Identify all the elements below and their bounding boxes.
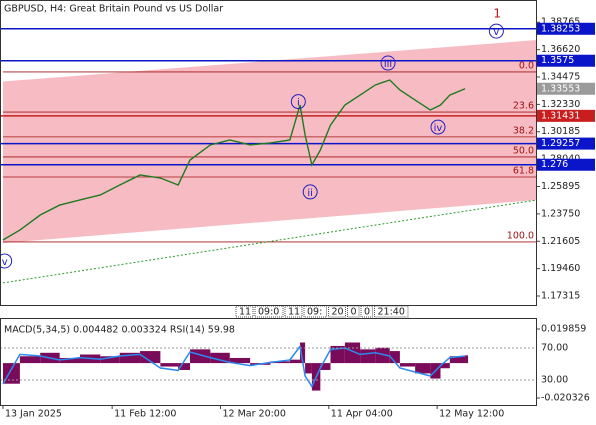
- macd-bar: [19, 356, 41, 364]
- y-tick-label: 1.21605: [541, 236, 580, 247]
- macd-bar: [100, 356, 120, 364]
- panel-title: MACD(5,34,5) 0.004482 0.003324 RSI(14) 5…: [4, 325, 235, 336]
- fib-label: 61.8: [513, 166, 534, 177]
- wave-circle: [0, 253, 13, 269]
- wave-circle: [380, 55, 396, 71]
- macd-bar: [389, 351, 400, 364]
- y-tick-label: 0.019859: [541, 323, 586, 334]
- y-tick-label: 1.25895: [541, 181, 580, 192]
- macd-bar: [59, 357, 80, 364]
- wave-label: ii: [307, 188, 313, 199]
- plot-frame: [0, 0, 537, 306]
- chart-title: GBPUSD, H4: Great Britain Pound vs US Do…: [4, 4, 223, 15]
- x-tick-label: 11 Apr 04:00: [331, 409, 393, 420]
- macd-bar: [300, 342, 306, 364]
- level-box-label: 1.38253: [541, 23, 580, 34]
- wave-circle: [430, 119, 446, 135]
- macd-bar: [449, 356, 466, 364]
- time-tag-label: 0: [364, 307, 370, 318]
- y2-tick-label: 30.00: [541, 375, 568, 386]
- macd-bar: [289, 359, 301, 364]
- y-tick-label: 1.38765: [541, 17, 580, 28]
- time-tag-label: 09:: [307, 307, 322, 318]
- macd-bar: [2, 363, 20, 384]
- rsi-line: [2, 344, 466, 388]
- fib-label: 38.2: [513, 125, 534, 136]
- price-box: [537, 82, 595, 95]
- macd-bar: [270, 361, 290, 364]
- macd-bar: [178, 363, 191, 370]
- y-tick-label: 1.34475: [541, 71, 580, 82]
- fib-label: 100.0: [507, 230, 534, 241]
- level-box: [537, 109, 595, 122]
- macd-bar: [465, 355, 469, 364]
- macd-bar: [330, 345, 345, 364]
- wave-label: v: [493, 27, 499, 38]
- level-box-label: 1.31431: [541, 110, 580, 121]
- fib-label: 50.0: [513, 145, 534, 156]
- y2-tick-label: 70.00: [541, 343, 568, 354]
- macd-bar: [140, 351, 161, 364]
- level-box: [537, 22, 595, 35]
- x-tick-label: 13 Jan 2025: [5, 409, 62, 420]
- y-tick-label: 1.23750: [541, 208, 580, 219]
- time-tag-label: 11: [239, 307, 251, 318]
- y-tick-label: 1.17315: [541, 291, 580, 302]
- level-box: [537, 158, 595, 171]
- macd-bar: [160, 363, 179, 367]
- y-tick-label: -0.020326: [541, 392, 590, 403]
- macd-bar: [320, 363, 331, 370]
- macd-bar: [360, 349, 376, 364]
- y-tick-label: 1.19460: [541, 263, 580, 274]
- macd-bar: [229, 357, 251, 364]
- y-tick-label: 1.30185: [541, 126, 580, 137]
- x-tick-label: 12 Mar 20:00: [222, 409, 285, 420]
- time-tag-label: 09:0: [258, 307, 279, 318]
- level-box: [537, 54, 595, 67]
- wave-circle: [302, 184, 318, 200]
- x-tick-label: 12 May 12:00: [439, 409, 504, 420]
- macd-bar: [415, 363, 431, 374]
- channel: [2, 40, 538, 243]
- wave-label: iv: [434, 123, 443, 134]
- macd-bar: [305, 363, 312, 374]
- time-tag: [360, 305, 373, 318]
- macd-bar: [399, 363, 416, 367]
- level-box-label: 1.276: [541, 159, 568, 170]
- price-box-label: 1.33553: [541, 83, 580, 94]
- time-tag-label: 21:40: [378, 307, 405, 318]
- fib-label: 0.0: [519, 60, 534, 71]
- macd-bar: [440, 363, 450, 369]
- panel-frame: [0, 318, 537, 406]
- wave-label: i: [297, 98, 300, 109]
- time-tag: [347, 305, 360, 318]
- fib-label: 23.6: [513, 101, 534, 112]
- y-tick-label: 1.32330: [541, 99, 580, 110]
- level-box: [537, 137, 595, 150]
- wave-circle: [488, 23, 504, 39]
- macd-bar: [375, 347, 390, 364]
- wave-label: iii: [384, 59, 392, 70]
- time-tag-label: 11: [288, 307, 300, 318]
- macd-bar: [210, 352, 230, 364]
- time-tag-label: 0: [351, 307, 357, 318]
- wave-label: 1: [493, 6, 501, 20]
- time-tag-label: 20: [332, 307, 344, 318]
- x-tick-label: 11 Feb 12:00: [114, 409, 176, 420]
- level-box-label: 1.3575: [541, 55, 574, 66]
- price-line: [2, 79, 466, 241]
- time-tag: [303, 305, 327, 318]
- y-tick-label: 1.36620: [541, 44, 580, 55]
- level-box-label: 1.29257: [541, 138, 580, 149]
- wave-circle: [290, 94, 306, 110]
- macd-bar: [119, 352, 141, 364]
- wave-label: v: [2, 257, 8, 268]
